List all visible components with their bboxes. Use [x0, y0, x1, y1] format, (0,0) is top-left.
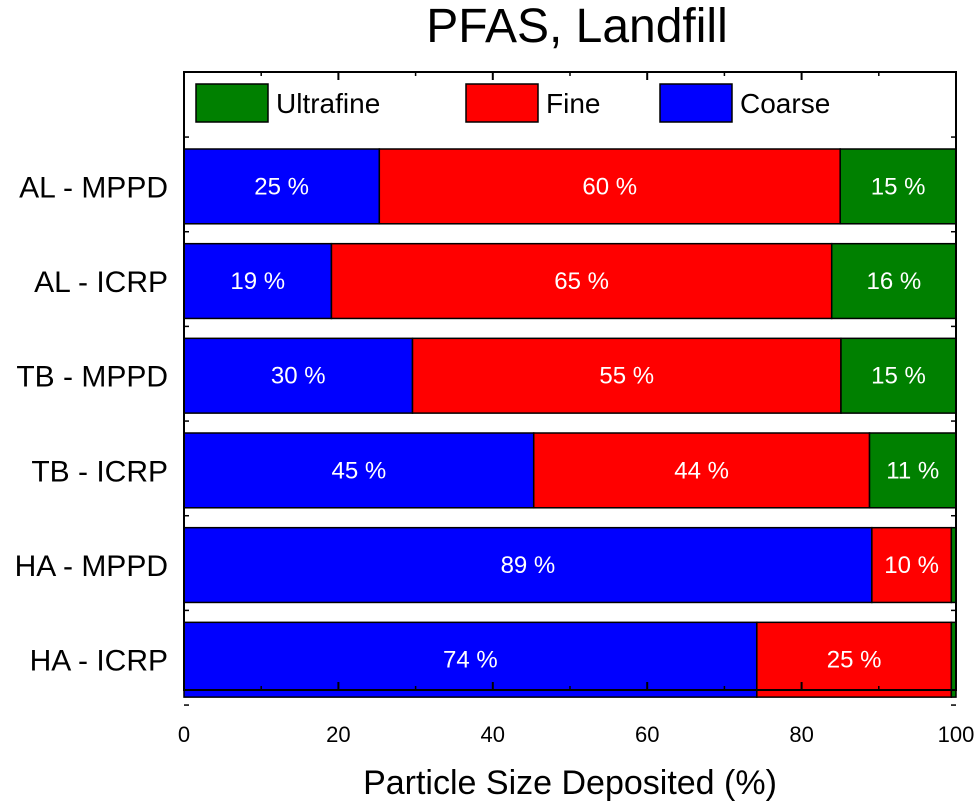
- x-tick-label-60: 60: [635, 722, 659, 747]
- bar-labels-layer: 25 % 60 % 15 % 19 % 65 % 16 % 30 % 55 % 15 % 45 %…: [230, 173, 939, 673]
- bar-ultrafine-2: [840, 337, 957, 414]
- x-axis-label: Particle Size Deposited (%): [363, 764, 777, 802]
- legend-swatch-ultrafine: [195, 83, 269, 123]
- bar-label-ultrafine-1: 16 %: [867, 268, 922, 295]
- x-axis-ticks: 0 20 40 60 80 100: [178, 72, 974, 747]
- bar-ultrafine-1: [830, 242, 957, 320]
- bar-label-coarse-3: 45 %: [332, 457, 387, 484]
- x-tick-label-80: 80: [789, 722, 813, 747]
- bar-label-fine-5: 25 %: [827, 647, 882, 674]
- bar-coarse-3: [183, 432, 535, 509]
- plot-frame: [183, 71, 957, 691]
- bar-label-fine-3: 44 %: [674, 457, 729, 484]
- bar-label-coarse-5: 74 %: [443, 647, 498, 674]
- bar-fine-0: [378, 148, 841, 225]
- bar-fine-2: [411, 337, 842, 414]
- x-tick-label-20: 20: [326, 722, 350, 747]
- legend: Ultrafine Fine Coarse: [195, 83, 830, 123]
- bar-coarse-5: [183, 621, 758, 698]
- category-label-2: TB - MPPD: [16, 361, 168, 394]
- bar-coarse-0: [183, 148, 381, 225]
- bar-ultrafine-0: [839, 148, 957, 225]
- legend-label-ultrafine: Ultrafine: [276, 88, 380, 119]
- bar-coarse-2: [183, 337, 414, 414]
- bar-label-fine-1: 65 %: [554, 268, 609, 295]
- legend-label-fine: Fine: [546, 88, 600, 119]
- legend-swatch-fine: [465, 83, 539, 123]
- bar-label-coarse-0: 25 %: [254, 173, 309, 200]
- x-tick-label-0: 0: [178, 722, 190, 747]
- category-label-5: HA - ICRP: [30, 645, 168, 678]
- bar-label-fine-4: 10 %: [884, 552, 939, 579]
- category-label-4: HA - MPPD: [15, 550, 168, 583]
- bar-label-ultrafine-2: 15 %: [871, 363, 926, 390]
- bar-ultrafine-3: [868, 432, 957, 509]
- legend-label-coarse: Coarse: [740, 88, 830, 119]
- bar-coarse-1: [183, 242, 333, 320]
- bar-fine-4: [871, 526, 953, 604]
- bars-layer: [183, 148, 957, 698]
- x-tick-label-40: 40: [481, 722, 505, 747]
- category-label-0: AL - MPPD: [19, 171, 168, 204]
- category-labels: AL - MPPD AL - ICRP TB - MPPD TB - ICRP HA -…: [15, 171, 168, 677]
- chart-title: PFAS, Landfill: [426, 0, 728, 53]
- bar-label-coarse-1: 19 %: [230, 268, 285, 295]
- bar-label-ultrafine-3: 11 %: [886, 457, 939, 484]
- bar-label-coarse-4: 89 %: [501, 552, 556, 579]
- bar-label-coarse-2: 30 %: [271, 363, 326, 390]
- legend-swatch-coarse: [659, 83, 733, 123]
- bar-label-fine-0: 60 %: [582, 173, 637, 200]
- bar-label-fine-2: 55 %: [599, 363, 654, 390]
- category-label-1: AL - ICRP: [34, 266, 168, 299]
- bar-label-ultrafine-0: 15 %: [871, 173, 926, 200]
- x-tick-label-100: 100: [938, 722, 975, 747]
- bar-coarse-4: [183, 526, 873, 604]
- category-label-3: TB - ICRP: [31, 455, 168, 488]
- bar-fine-1: [330, 242, 833, 320]
